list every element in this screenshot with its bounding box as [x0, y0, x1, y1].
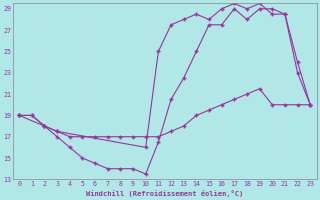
X-axis label: Windchill (Refroidissement éolien,°C): Windchill (Refroidissement éolien,°C)	[86, 190, 243, 197]
